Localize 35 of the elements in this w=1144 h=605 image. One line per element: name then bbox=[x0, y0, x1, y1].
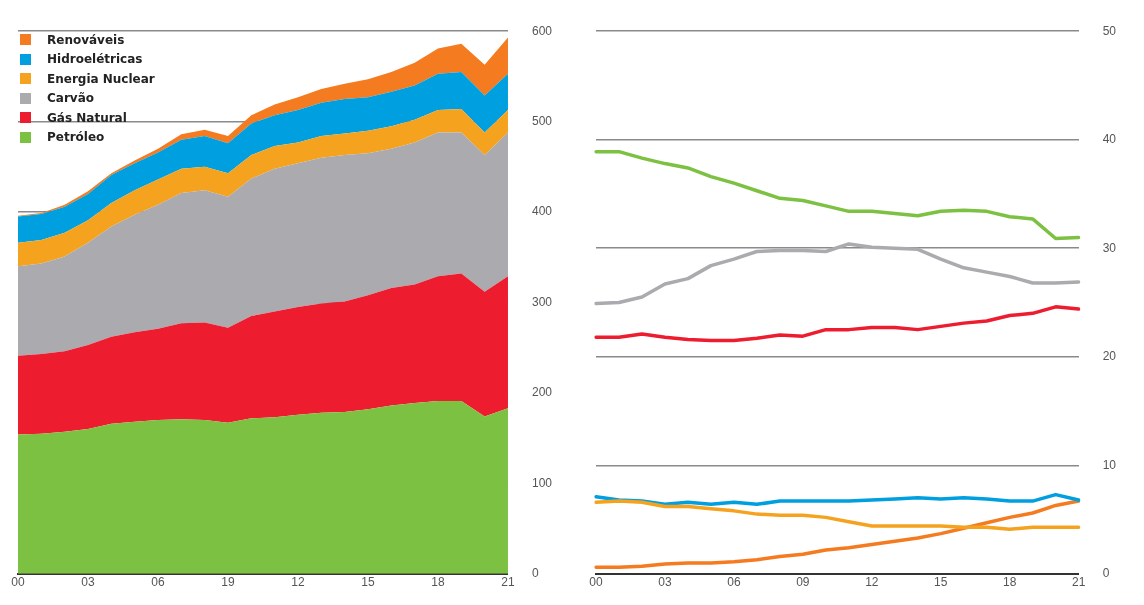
x-tick-label: 06 bbox=[727, 575, 741, 590]
y-tick-label: 30 bbox=[1102, 240, 1117, 255]
legend-label: Carvão bbox=[47, 91, 94, 106]
legend-label: Gás Natural bbox=[47, 110, 127, 125]
y-tick-label: 40 bbox=[1102, 132, 1117, 147]
x-tick-label: 21 bbox=[501, 575, 515, 590]
legend-label: Energia Nuclear bbox=[47, 71, 155, 86]
x-tick-label: 06 bbox=[151, 575, 165, 590]
x-tick-label: 15 bbox=[934, 575, 948, 590]
legend-label: Renováveis bbox=[47, 32, 125, 47]
x-tick-label: 19 bbox=[221, 575, 235, 590]
y-tick-label: 200 bbox=[531, 385, 553, 400]
x-tick-label: 15 bbox=[361, 575, 375, 590]
y-tick-label: 600 bbox=[531, 23, 553, 38]
y-tick-label: 300 bbox=[531, 294, 553, 309]
x-tick-label: 03 bbox=[658, 575, 672, 590]
y-tick-label: 0 bbox=[1102, 566, 1110, 581]
x-tick-label: 00 bbox=[589, 575, 603, 590]
legend-label: Hidroelétricas bbox=[47, 52, 143, 67]
x-tick-label: 09 bbox=[796, 575, 810, 590]
x-tick-label: 18 bbox=[1003, 575, 1017, 590]
y-tick-label: 500 bbox=[531, 113, 553, 128]
x-tick-label: 00 bbox=[11, 575, 25, 590]
y-tick-label: 0 bbox=[531, 566, 539, 581]
x-tick-label: 18 bbox=[431, 575, 445, 590]
y-tick-label: 400 bbox=[531, 204, 553, 219]
legend-label: Petróleo bbox=[47, 130, 105, 145]
y-tick-label: 10 bbox=[1102, 457, 1117, 472]
x-tick-label: 03 bbox=[81, 575, 95, 590]
y-tick-label: 100 bbox=[531, 475, 553, 490]
x-tick-label: 21 bbox=[1071, 575, 1086, 590]
x-tick-label: 12 bbox=[291, 575, 305, 590]
y-tick-label: 50 bbox=[1102, 23, 1117, 38]
x-tick-label: 12 bbox=[865, 575, 879, 590]
y-tick-label: 20 bbox=[1102, 349, 1117, 364]
